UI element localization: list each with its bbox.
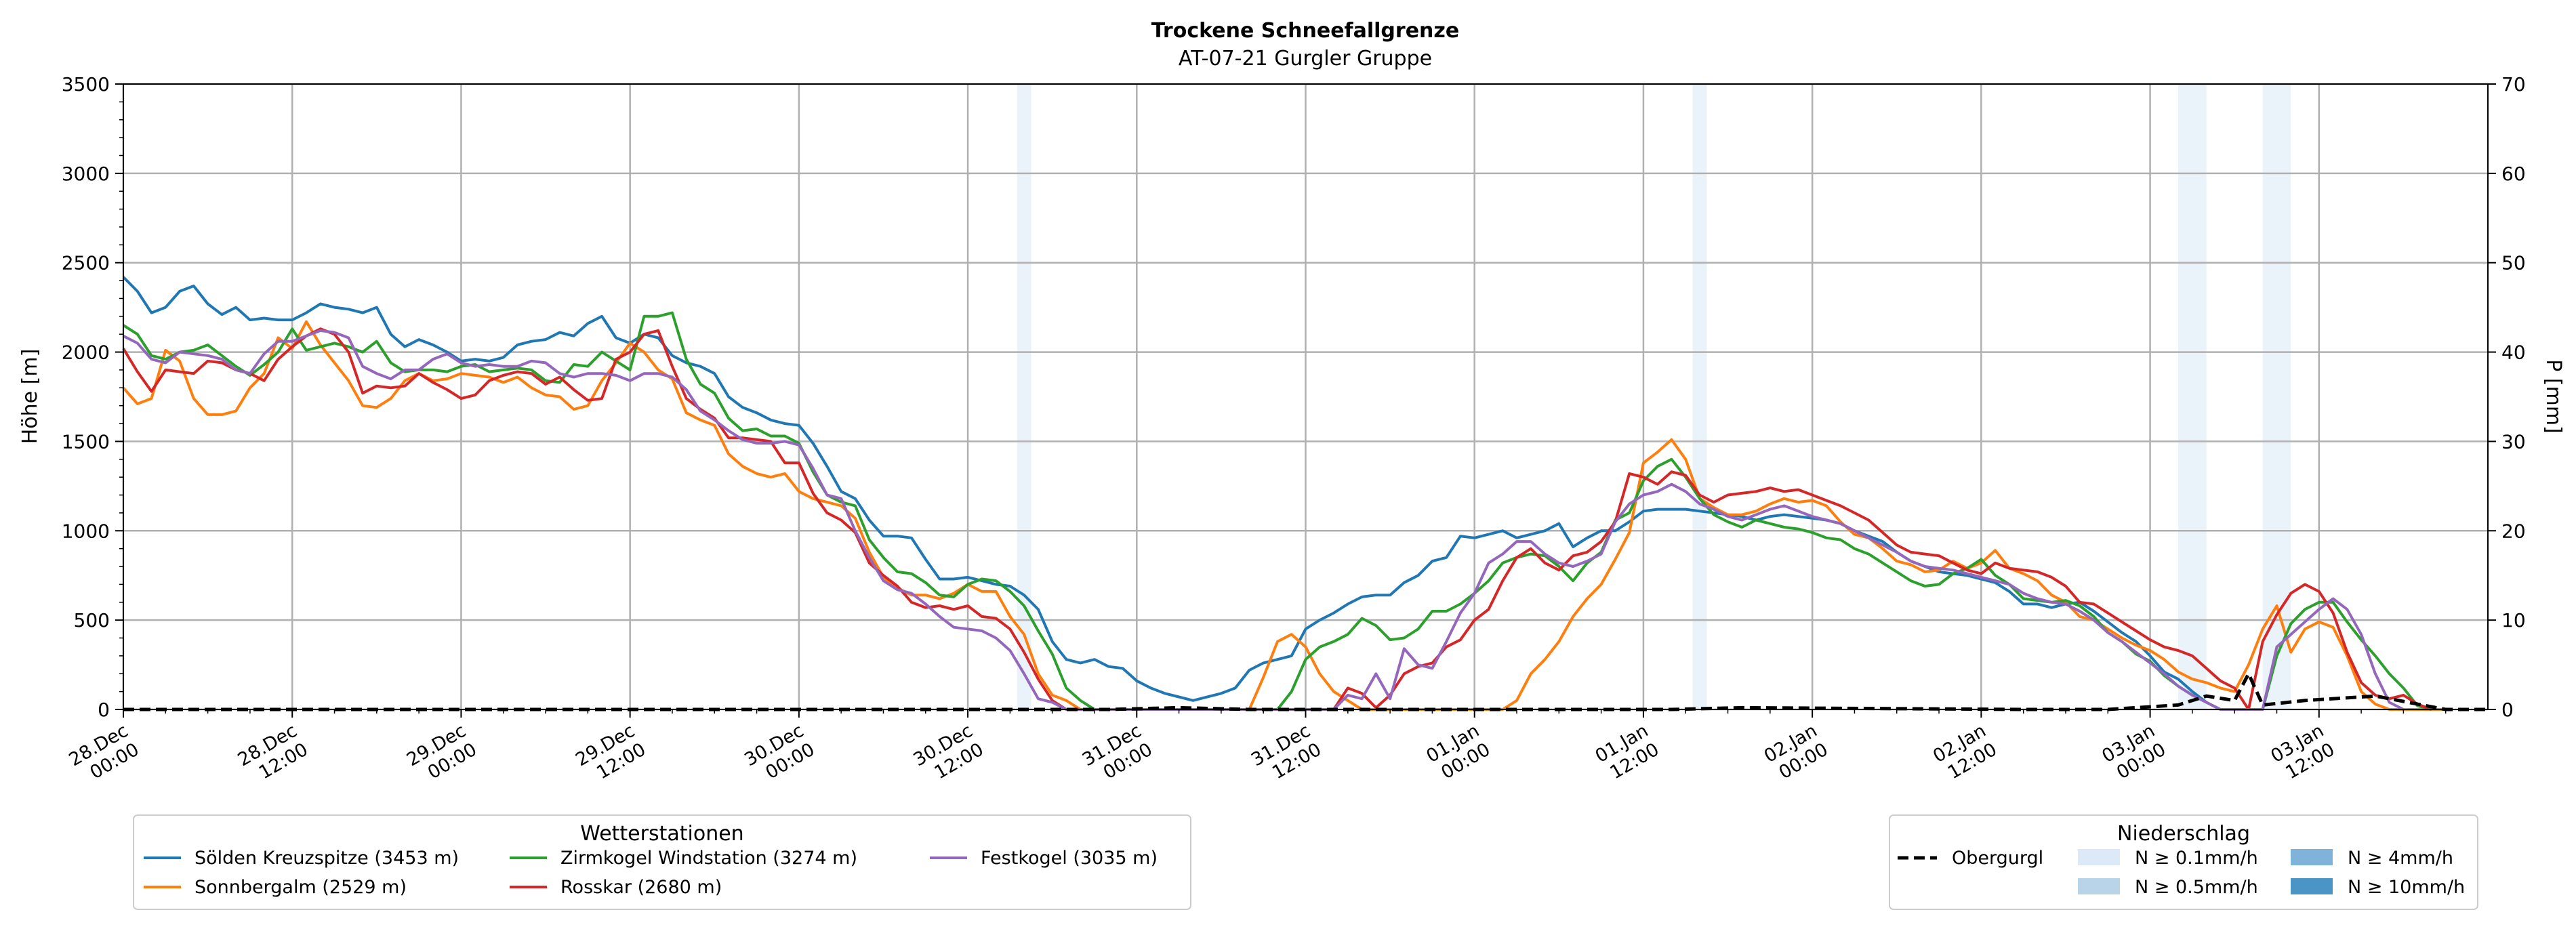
y-axis-ticks: 0 500 1000 1500 2000 2500 3000 3500 (62, 73, 123, 721)
series-line-zirmkogel-windstation-3274-m (122, 311, 2432, 711)
y-tick-label: 1000 (62, 520, 110, 542)
legend-stations-title: Wetterstationen (580, 822, 743, 846)
series-line-festkogel-3035-m (123, 329, 2405, 711)
chart-subtitle: AT-07-21 Gurgler Gruppe (1179, 47, 1432, 70)
y2-tick-label: 10 (2501, 609, 2526, 632)
precip-line-obergurgl (123, 669, 2488, 711)
series-line-s-lden-kreuzspitze-3453-m (122, 276, 2222, 711)
legend-level-label-2: N ≥ 4mm/h (2348, 848, 2453, 869)
legend-level-swatch-3 (2291, 878, 2333, 894)
y-tick-label: 1500 (62, 430, 110, 453)
legend-level-swatch-2 (2291, 849, 2333, 865)
legend-level-label-1: N ≥ 0.5mm/h (2135, 877, 2258, 898)
y2-tick-label: 40 (2501, 342, 2526, 364)
y2-tick-label: 30 (2501, 430, 2526, 453)
legend-label-festkogel-3035-m: Festkogel (3035 m) (981, 848, 1158, 869)
legend-stations: Wetterstationen Sölden Kreuzspitze (3453… (133, 814, 1191, 910)
legend-label-rosskar-2680-m: Rosskar (2680 m) (560, 877, 722, 898)
precipitation-line (123, 669, 2488, 711)
series-line-rosskar-2680-m (122, 327, 2432, 711)
legend-label-sonnbergalm-2529-m: Sonnbergalm (2529 m) (195, 877, 407, 898)
y2-axis-label: P [mm] (2541, 359, 2565, 433)
chart-title: Trockene Schneefallgrenze (1151, 19, 1459, 43)
legend-precip-title: Niederschlag (2117, 822, 2250, 846)
y2-tick-label: 0 (2501, 699, 2514, 721)
legend-level-swatch-1 (2078, 878, 2120, 894)
y-tick-label: 3500 (62, 73, 110, 96)
precip-band-0 (1017, 84, 1031, 709)
legend-precipitation: Niederschlag Obergurgl N ≥ 0.1mm/h N ≥ 0.5… (1889, 814, 2478, 910)
precip-band-2 (2178, 84, 2207, 709)
legend-label-zirmkogel-windstation-3274-m: Zirmkogel Windstation (3274 m) (560, 848, 857, 869)
y-tick-label: 3000 (62, 163, 110, 185)
y-tick-label: 2000 (62, 342, 110, 364)
legend-level-label-3: N ≥ 10mm/h (2348, 877, 2465, 898)
y2-tick-label: 70 (2501, 73, 2526, 96)
precip-band-1 (1692, 84, 1707, 709)
grid-lines (122, 83, 2488, 711)
y-tick-label: 500 (74, 609, 110, 632)
y2-tick-label: 20 (2501, 520, 2526, 542)
legend-level-label-0: N ≥ 0.1mm/h (2135, 848, 2258, 869)
y-tick-label: 2500 (62, 252, 110, 274)
y-tick-label: 0 (98, 699, 110, 721)
legend-stations-frame (133, 814, 1191, 910)
precipitation-bands (1017, 84, 2291, 709)
y2-axis-ticks: 0 10 20 30 40 50 60 70 (2488, 73, 2526, 721)
legend-label-obergurgl: Obergurgl (1952, 848, 2043, 869)
y2-tick-label: 50 (2501, 252, 2526, 274)
series-line-sonnbergalm-2529-m (122, 320, 2446, 711)
station-series (122, 276, 2446, 711)
y2-tick-label: 60 (2501, 163, 2526, 185)
legend-label-s-lden-kreuzspitze-3453-m: Sölden Kreuzspitze (3453 m) (195, 848, 459, 869)
y-axis-label: Höhe [m] (18, 349, 42, 445)
legend-level-swatch-0 (2078, 849, 2120, 865)
